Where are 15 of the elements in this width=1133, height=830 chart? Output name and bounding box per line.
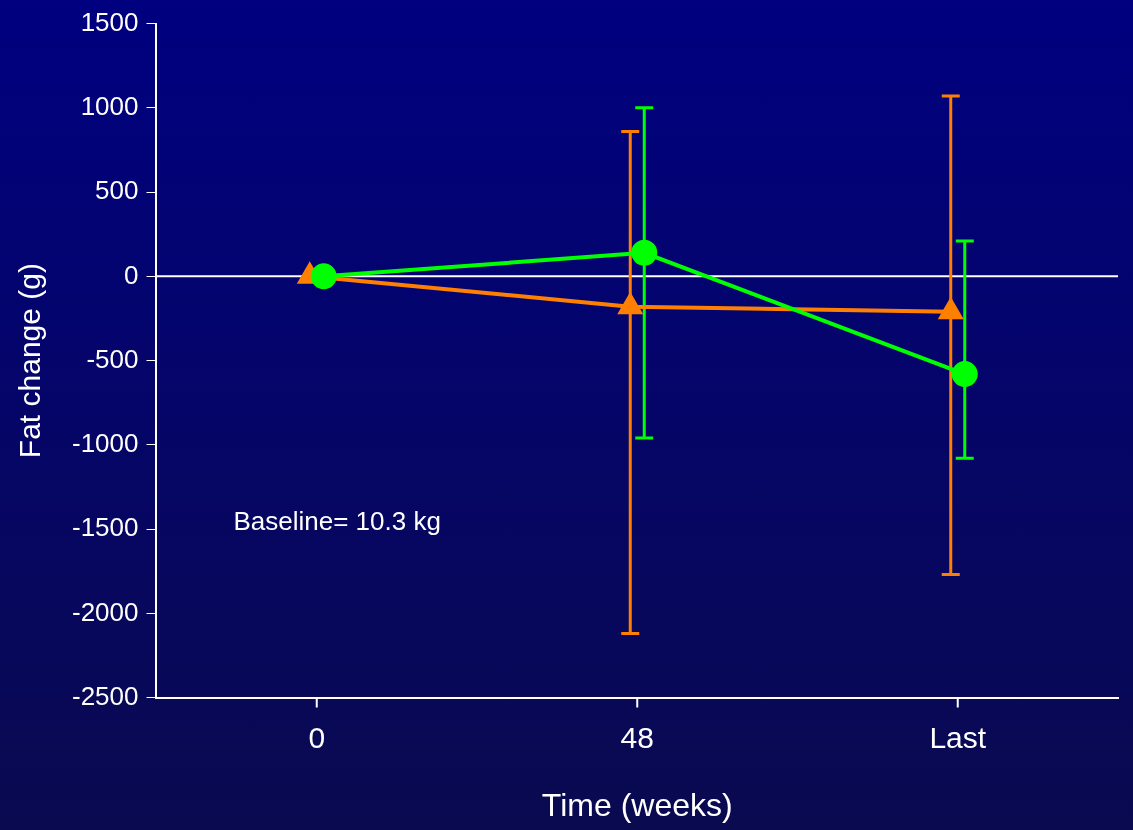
x-axis-title: Time (weeks) — [541, 786, 733, 823]
x-tick-label: Last — [929, 720, 987, 754]
y-tick-label: -2000 — [72, 596, 139, 627]
y-tick-label: 1500 — [80, 6, 139, 37]
y-tick-label: 0 — [124, 259, 139, 290]
y-tick-label: -2500 — [72, 680, 139, 711]
annotation: Baseline= 10.3 kg — [233, 505, 441, 536]
y-tick-label: -500 — [86, 343, 139, 374]
x-tick-label: 48 — [620, 720, 654, 754]
y-tick-label: 1000 — [80, 91, 139, 122]
y-tick-label: -1500 — [72, 512, 139, 543]
y-tick-label: -1000 — [72, 428, 139, 459]
y-tick-label: 500 — [95, 175, 139, 206]
y-axis-title: Fat change (g) — [13, 263, 47, 459]
x-tick-label: 0 — [308, 720, 326, 754]
